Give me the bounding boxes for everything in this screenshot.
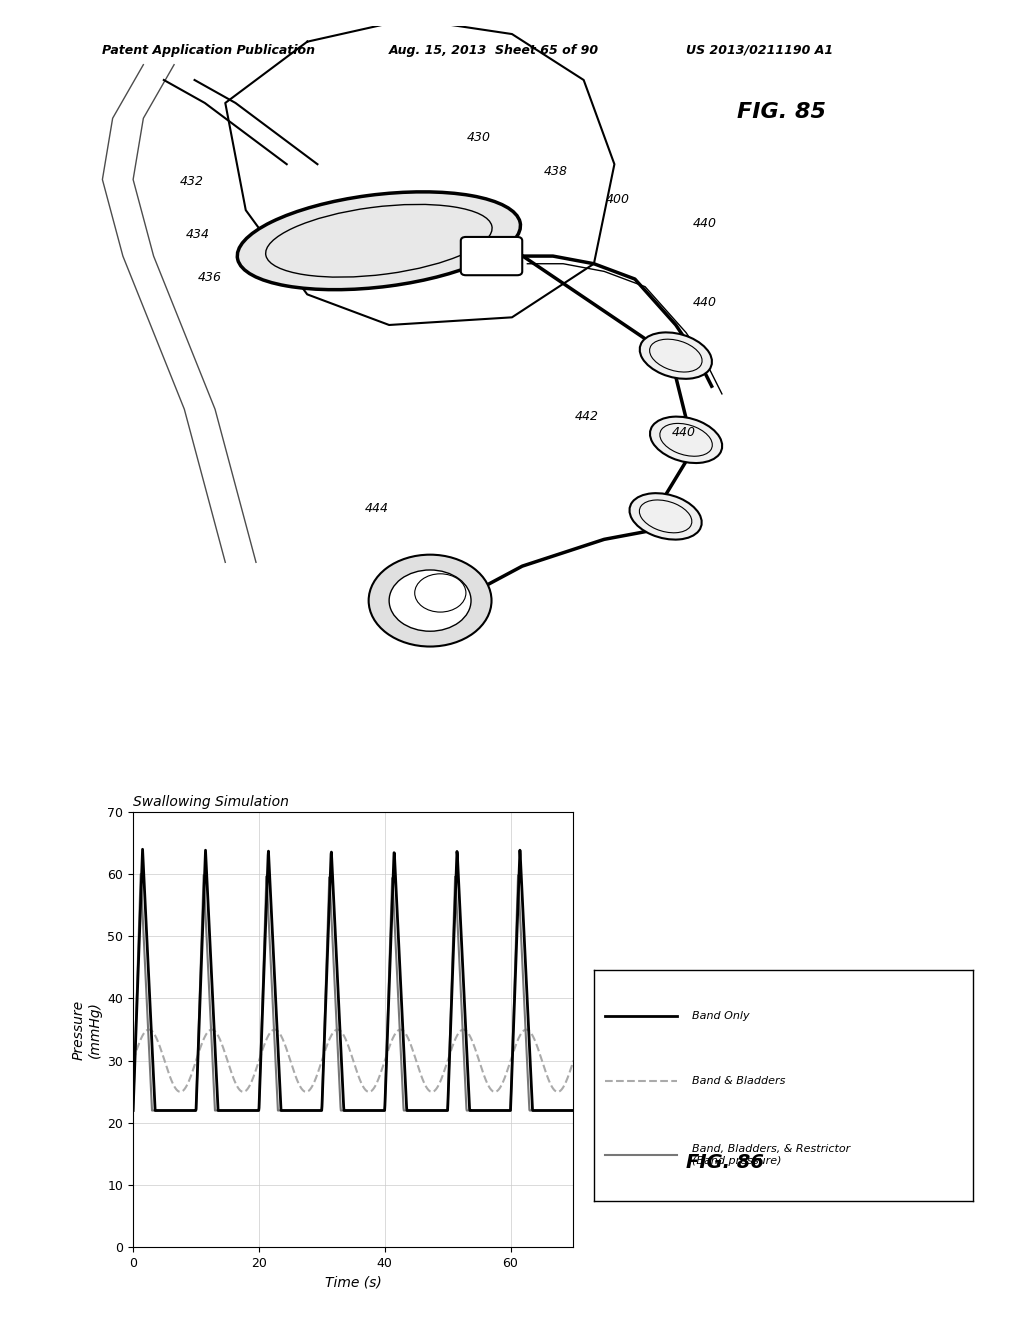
Text: 432: 432 xyxy=(179,174,204,187)
Text: 444: 444 xyxy=(365,502,389,515)
Text: Swallowing Simulation: Swallowing Simulation xyxy=(133,795,289,809)
Y-axis label: Pressure
(mmHg): Pressure (mmHg) xyxy=(72,999,101,1060)
Text: 434: 434 xyxy=(185,228,210,242)
FancyBboxPatch shape xyxy=(461,238,522,276)
Text: FIG. 85: FIG. 85 xyxy=(737,102,826,123)
Text: Aug. 15, 2013  Sheet 65 of 90: Aug. 15, 2013 Sheet 65 of 90 xyxy=(389,44,599,57)
Text: Band, Bladders, & Restrictor
(Band pressure): Band, Bladders, & Restrictor (Band press… xyxy=(692,1144,851,1166)
Text: 430: 430 xyxy=(467,131,492,144)
Text: Band & Bladders: Band & Bladders xyxy=(692,1076,785,1086)
Ellipse shape xyxy=(630,494,701,540)
Circle shape xyxy=(369,554,492,647)
Text: Patent Application Publication: Patent Application Publication xyxy=(102,44,315,57)
Text: 400: 400 xyxy=(605,193,630,206)
Text: 442: 442 xyxy=(574,411,599,424)
Text: US 2013/0211190 A1: US 2013/0211190 A1 xyxy=(686,44,834,57)
Text: FIG. 86: FIG. 86 xyxy=(686,1154,764,1172)
Text: 438: 438 xyxy=(544,165,568,178)
Text: Band Only: Band Only xyxy=(692,1011,750,1022)
Text: 440: 440 xyxy=(692,218,717,231)
Ellipse shape xyxy=(238,191,520,289)
Text: 436: 436 xyxy=(198,271,222,284)
X-axis label: Time (s): Time (s) xyxy=(325,1275,382,1290)
Ellipse shape xyxy=(650,417,722,463)
Text: 440: 440 xyxy=(692,296,717,309)
Text: 440: 440 xyxy=(672,425,696,438)
Ellipse shape xyxy=(640,333,712,379)
Circle shape xyxy=(389,570,471,631)
